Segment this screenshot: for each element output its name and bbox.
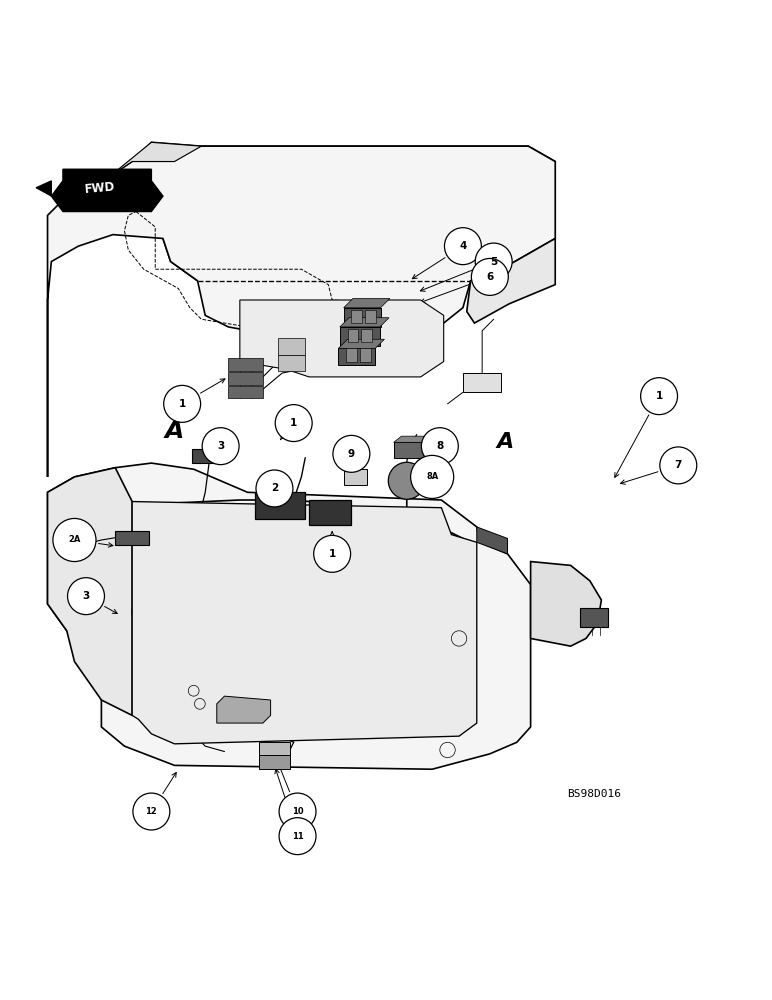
Polygon shape <box>48 142 555 477</box>
Circle shape <box>388 462 425 499</box>
Polygon shape <box>477 527 507 554</box>
Polygon shape <box>365 310 376 323</box>
Polygon shape <box>48 463 530 769</box>
Text: 3: 3 <box>83 591 90 601</box>
Text: 8: 8 <box>436 441 443 451</box>
Circle shape <box>422 428 459 465</box>
Circle shape <box>276 405 312 442</box>
Polygon shape <box>132 502 477 744</box>
Polygon shape <box>309 500 351 525</box>
Polygon shape <box>394 436 436 442</box>
Polygon shape <box>530 562 601 646</box>
Polygon shape <box>580 608 608 627</box>
Polygon shape <box>340 327 380 346</box>
Text: 1: 1 <box>290 418 297 428</box>
Text: 7: 7 <box>675 460 682 470</box>
Text: A: A <box>496 432 514 452</box>
Polygon shape <box>360 348 371 362</box>
Polygon shape <box>347 329 358 342</box>
Circle shape <box>313 535 350 572</box>
Text: 1: 1 <box>655 391 662 401</box>
Polygon shape <box>192 449 225 463</box>
Polygon shape <box>344 469 367 485</box>
Polygon shape <box>229 358 263 371</box>
Text: 6: 6 <box>486 272 493 282</box>
Text: 1: 1 <box>178 399 186 409</box>
Polygon shape <box>467 238 555 323</box>
Circle shape <box>411 455 454 498</box>
Circle shape <box>256 470 293 507</box>
Polygon shape <box>109 142 201 177</box>
Polygon shape <box>163 146 555 281</box>
Polygon shape <box>344 298 390 308</box>
Text: FWD: FWD <box>84 181 116 196</box>
Polygon shape <box>259 755 290 769</box>
Text: 11: 11 <box>292 832 303 841</box>
Text: 8A: 8A <box>426 472 438 481</box>
Text: 1: 1 <box>329 549 336 559</box>
Polygon shape <box>361 329 372 342</box>
Text: BS98D016: BS98D016 <box>567 789 621 799</box>
Circle shape <box>202 428 239 465</box>
Circle shape <box>133 793 170 830</box>
Text: 3: 3 <box>217 441 224 451</box>
Polygon shape <box>52 169 163 212</box>
Polygon shape <box>351 310 362 323</box>
Circle shape <box>333 435 370 472</box>
Polygon shape <box>394 442 428 458</box>
Polygon shape <box>256 492 305 519</box>
Text: 9: 9 <box>348 449 355 459</box>
Circle shape <box>445 228 482 265</box>
Polygon shape <box>259 742 290 755</box>
Polygon shape <box>338 339 384 348</box>
Polygon shape <box>344 308 381 327</box>
Polygon shape <box>346 348 357 362</box>
Text: 4: 4 <box>459 241 466 251</box>
Text: 5: 5 <box>490 257 497 267</box>
Circle shape <box>641 378 678 415</box>
Text: 2: 2 <box>271 483 278 493</box>
Polygon shape <box>240 300 444 377</box>
Circle shape <box>472 258 508 295</box>
Circle shape <box>53 518 96 562</box>
Polygon shape <box>36 181 52 196</box>
Text: A: A <box>164 419 185 443</box>
Polygon shape <box>115 531 149 545</box>
Polygon shape <box>229 372 263 385</box>
Polygon shape <box>217 696 271 723</box>
Polygon shape <box>229 386 263 398</box>
Circle shape <box>164 385 201 422</box>
Circle shape <box>660 447 697 484</box>
Circle shape <box>67 578 104 615</box>
Text: 2A: 2A <box>68 535 80 544</box>
Circle shape <box>279 818 316 855</box>
Polygon shape <box>279 338 305 355</box>
Polygon shape <box>340 318 389 327</box>
Text: 10: 10 <box>292 807 303 816</box>
Circle shape <box>476 243 512 280</box>
Text: 12: 12 <box>145 807 157 816</box>
Polygon shape <box>463 373 501 392</box>
Circle shape <box>279 793 316 830</box>
Polygon shape <box>279 355 305 371</box>
Polygon shape <box>338 348 375 365</box>
Polygon shape <box>48 468 132 715</box>
